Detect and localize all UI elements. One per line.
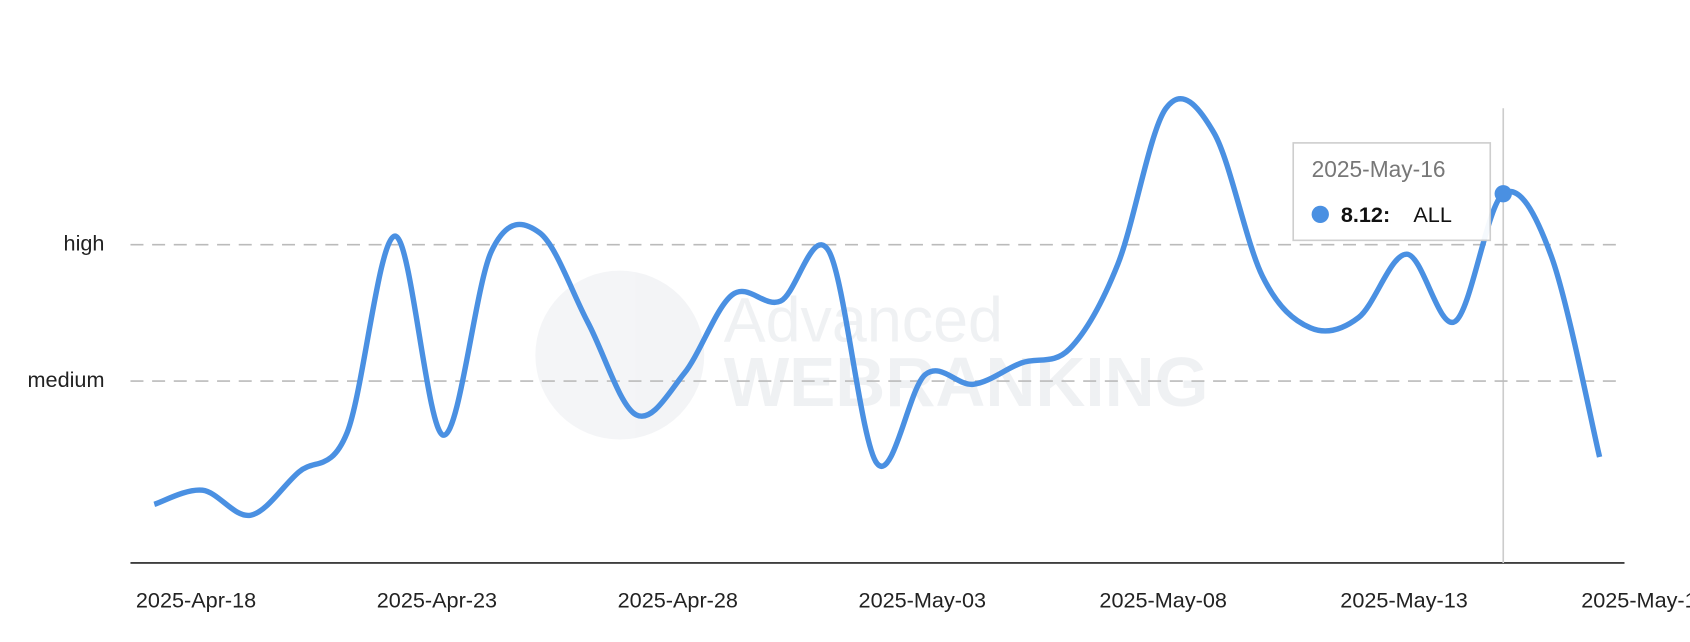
x-tick-label: 2025-Apr-28 bbox=[618, 588, 738, 613]
tooltip-date: 2025-May-16 bbox=[1312, 156, 1446, 182]
x-tick-label: 2025-May-18 bbox=[1581, 588, 1690, 613]
tooltip-series: ALL bbox=[1413, 202, 1452, 227]
x-tick-label: 2025-Apr-18 bbox=[136, 588, 256, 613]
tooltip-swatch bbox=[1311, 205, 1329, 224]
x-tick-label: 2025-May-03 bbox=[859, 588, 987, 613]
hover-point bbox=[1494, 185, 1512, 203]
tooltip: 2025-May-16 8.12: ALL bbox=[1292, 142, 1492, 242]
y-tick-label: medium bbox=[28, 367, 105, 392]
watermark-globe bbox=[535, 270, 705, 440]
watermark-text: Advanced bbox=[724, 285, 1003, 355]
tooltip-value: 8.12: bbox=[1341, 202, 1390, 227]
y-tick-label: high bbox=[64, 230, 105, 255]
x-tick-label: 2025-May-13 bbox=[1340, 588, 1468, 613]
tooltip-box bbox=[1292, 142, 1492, 242]
x-tick-label: 2025-Apr-23 bbox=[377, 588, 497, 613]
line bbox=[153, 96, 1603, 518]
x-tick-label: 2025-May-08 bbox=[1099, 588, 1227, 613]
